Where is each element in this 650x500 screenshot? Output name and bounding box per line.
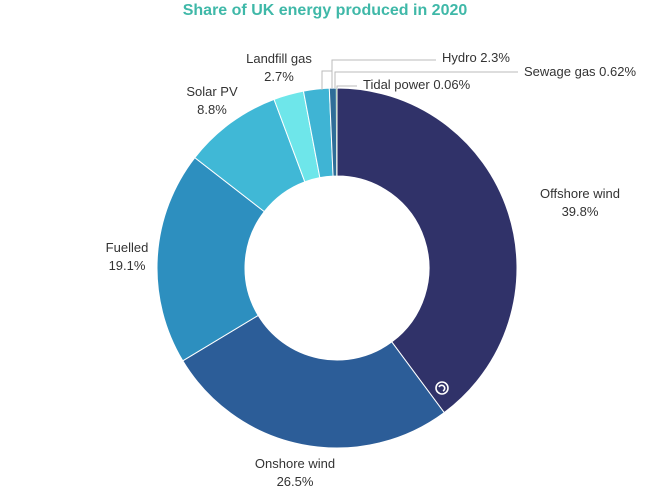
leader-line-tidal-power xyxy=(336,85,357,88)
label-onshore-wind: Onshore wind 26.5% xyxy=(255,456,335,489)
label-solar-pv: Solar PV 8.8% xyxy=(186,84,238,117)
leader-line-hydro xyxy=(331,59,436,88)
watermark-icon xyxy=(435,381,449,395)
label-hydro: Hydro 2.3% xyxy=(442,50,510,65)
chart-title: Share of UK energy produced in 2020 xyxy=(182,2,468,19)
slice-tidal-power xyxy=(336,87,338,177)
label-offshore-wind: Offshore wind 39.8% xyxy=(540,186,620,219)
label-sewage-gas: Sewage gas 0.62% xyxy=(524,64,636,79)
slice-fuelled xyxy=(156,156,266,362)
slice-onshore-wind xyxy=(182,314,445,449)
label-tidal-power: Tidal power 0.06% xyxy=(363,77,471,92)
label-fuelled: Fuelled 19.1% xyxy=(106,240,149,273)
leader-line-landfill-gas xyxy=(321,70,332,90)
leader-line-sewage-gas xyxy=(334,71,518,88)
slice-offshore-wind xyxy=(336,87,518,414)
label-landfill-gas: Landfill gas 2.7% xyxy=(246,51,312,84)
